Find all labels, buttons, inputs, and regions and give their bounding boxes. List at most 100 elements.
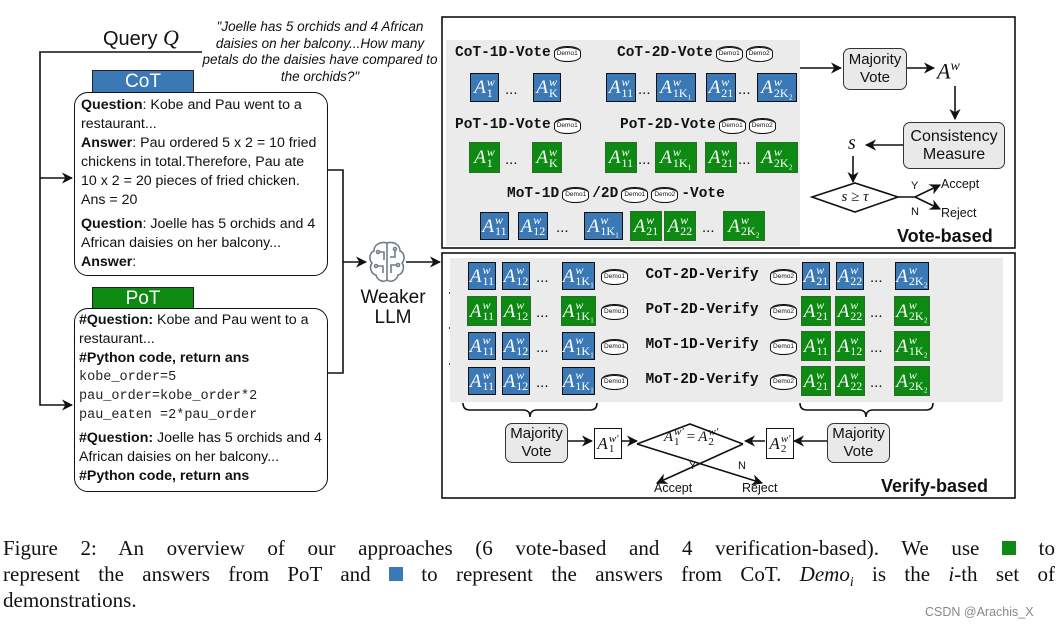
answer-sub: 2K₂ (740, 224, 760, 238)
answer-scripts: w 2K₂ (908, 368, 928, 392)
answer-symbol: A (474, 77, 486, 98)
answer-symbol: A (474, 147, 486, 168)
vote-reject: Reject (941, 206, 977, 220)
answer-sup: w (621, 74, 630, 89)
eq-rhs-scripts: w′ 2 (708, 426, 719, 448)
threshold-condition: s ≥ τ (841, 189, 869, 205)
demo-cylinder-icon: Demo2 (745, 45, 773, 62)
answer-sup: w (516, 298, 525, 312)
pot-code-header: #Python code, return ans (79, 349, 323, 368)
majority-vote-right-box: Majority Vote (827, 423, 890, 463)
answer-scripts: w 21 (721, 74, 734, 100)
pot-q1: #Question: Kobe and Pau went to a restau… (79, 311, 323, 349)
answer-sub: 1K₁ (600, 224, 620, 238)
answer-sup: w (575, 263, 584, 277)
answer-sup: w (816, 298, 825, 312)
answer-sup: w (850, 298, 859, 312)
answer-scripts: w 12 (516, 333, 528, 357)
cot-bold: Question (81, 216, 143, 232)
answer-sub: 2K₂ (908, 309, 928, 323)
answer-sub: 1K₁ (575, 309, 595, 323)
demo-cylinder-icon: Demo1 (715, 45, 743, 62)
answer-sub: 21 (816, 379, 829, 393)
pot-bold: #Python code, return ans (79, 468, 250, 484)
answer-sub: 11 (482, 309, 495, 323)
mot-vote-label: MoT-1D Demo1 /2D Demo1 Demo2 -Vote (507, 186, 725, 203)
cot-bold: Question (81, 97, 143, 113)
demo-cylinder-icon: Demo1 (553, 117, 581, 134)
answer-sup: w (816, 368, 825, 382)
caption-text: Figure 2: An overview of our approaches … (3, 536, 1002, 560)
method-name: CoT-1D-Vote (455, 45, 551, 61)
pot-tag: PoT (92, 287, 194, 310)
eq-op: = (686, 429, 696, 445)
answer-sup: w (721, 144, 730, 159)
answer-sup: w (575, 368, 584, 382)
answer-sup: w (740, 213, 749, 227)
a1-scripts: w′ 1 (608, 433, 619, 455)
answer-sub: 11 (621, 155, 634, 170)
query-symbol: Q (163, 25, 179, 50)
answer-symbol: A (837, 265, 850, 287)
answer-sub: 2K₂ (908, 274, 928, 288)
answer-sup: w (516, 333, 525, 347)
answer-sub: 2K₂ (773, 155, 793, 170)
vote-result: Aw (937, 55, 960, 83)
verify-yes: Y (689, 460, 697, 472)
answer-symbol: A (896, 265, 908, 287)
a2-symbol: A (769, 434, 780, 453)
answer-symbol: A (708, 77, 721, 98)
answer-symbol: A (667, 215, 680, 237)
ellipsis: ... (870, 374, 883, 391)
answer-sup: w (816, 263, 825, 277)
mot-label-part: /2D (592, 186, 619, 202)
answer-scripts: w 11 (817, 334, 829, 357)
answer-sub: 1 (486, 85, 493, 100)
eq-rhs-sup: w′ (708, 426, 719, 438)
answer-sup: w (486, 74, 495, 89)
pot-prompt-box: #Question: Kobe and Pau went to a restau… (74, 308, 328, 492)
mot-label-part: MoT-1D (507, 186, 560, 202)
answer-sub: 21 (721, 85, 734, 100)
answer-symbol: A (469, 300, 482, 322)
answer-symbol: A (803, 335, 816, 357)
cot-text: : Pau ordered 5 x 2 = 10 fried chickens … (81, 135, 317, 208)
pot-bold: #Python code, return ans (79, 350, 250, 366)
query-word: Query (103, 28, 158, 50)
llm-label-line: LLM (374, 307, 412, 328)
answer-symbol: A (562, 335, 575, 357)
answer-symbol: A (837, 335, 850, 357)
answer-scripts: w 12 (533, 214, 545, 237)
answer-sup: w (721, 74, 730, 89)
answer-sup: w (908, 368, 917, 382)
answer-symbol: A (536, 77, 548, 98)
cot-text: : Kobe and Pau went to a restaurant... (81, 97, 302, 132)
pot-q2: #Question: Joelle has 5 orchids and 4 Af… (79, 429, 323, 467)
answer-scripts: w 12 (516, 298, 528, 322)
majority-vote-left-box: Majority Vote (505, 423, 568, 463)
pot-code-header-2: #Python code, return ans (79, 467, 323, 486)
a1-sub: 1 (608, 442, 615, 455)
caption-math: i (948, 562, 955, 586)
answer-sub: 1K₁ (672, 155, 692, 170)
answer-scripts: w 22 (850, 264, 862, 287)
answer-sub: 1K₁ (575, 274, 595, 288)
answer-sub: 21 (721, 155, 734, 170)
